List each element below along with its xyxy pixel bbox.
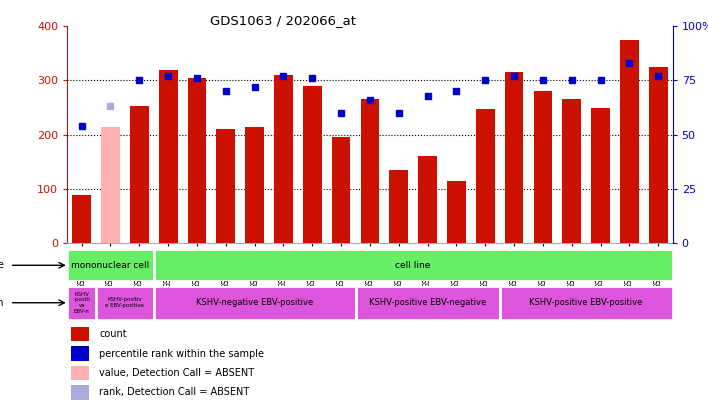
- Bar: [562, 100, 581, 243]
- Text: KSHV-positive EBV-negative: KSHV-positive EBV-negative: [369, 298, 486, 307]
- Bar: [505, 72, 523, 243]
- Text: rank, Detection Call = ABSENT: rank, Detection Call = ABSENT: [99, 388, 249, 397]
- Bar: [130, 106, 149, 243]
- Bar: [355, 286, 500, 320]
- Text: KSHV
-positi
ve
EBV-n: KSHV -positi ve EBV-n: [73, 292, 90, 314]
- Bar: [217, 129, 235, 243]
- Bar: [447, 181, 466, 243]
- Bar: [188, 78, 206, 243]
- Bar: [418, 156, 437, 243]
- Bar: [500, 286, 673, 320]
- Text: KSHV-positive EBV-positive: KSHV-positive EBV-positive: [530, 298, 643, 307]
- Bar: [389, 170, 408, 243]
- Bar: [476, 109, 495, 243]
- Bar: [154, 249, 673, 281]
- Bar: [67, 286, 96, 320]
- Text: count: count: [99, 329, 127, 339]
- Bar: [649, 67, 668, 243]
- Bar: [101, 126, 120, 243]
- Bar: [245, 126, 264, 243]
- Bar: [274, 75, 293, 243]
- Text: GDS1063 / 202066_at: GDS1063 / 202066_at: [210, 14, 356, 27]
- Text: mononuclear cell: mononuclear cell: [72, 261, 149, 270]
- Text: KSHV-positiv
e EBV-positive: KSHV-positiv e EBV-positive: [105, 297, 144, 308]
- Bar: [591, 108, 610, 243]
- Bar: [360, 100, 379, 243]
- Bar: [534, 92, 552, 243]
- Bar: [96, 286, 154, 320]
- Bar: [620, 40, 639, 243]
- Bar: [67, 249, 154, 281]
- Text: KSHV-negative EBV-positive: KSHV-negative EBV-positive: [196, 298, 313, 307]
- Bar: [72, 195, 91, 243]
- Bar: [154, 286, 355, 320]
- Text: percentile rank within the sample: percentile rank within the sample: [99, 349, 264, 358]
- Bar: [303, 86, 321, 243]
- Text: cell line: cell line: [396, 261, 431, 270]
- Text: value, Detection Call = ABSENT: value, Detection Call = ABSENT: [99, 368, 254, 378]
- Text: infection: infection: [0, 298, 4, 308]
- Bar: [159, 70, 178, 243]
- Text: cell type: cell type: [0, 260, 4, 270]
- Bar: [332, 137, 350, 243]
